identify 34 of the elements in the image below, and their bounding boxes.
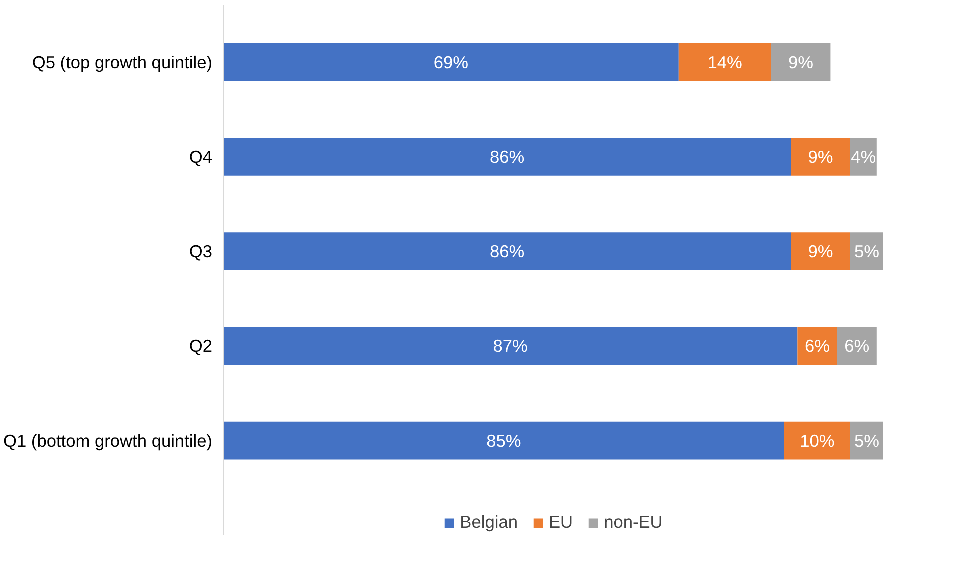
bar [798,327,838,366]
bar [224,232,792,270]
data-label: 85% [486,430,522,451]
legend-label: EU [548,512,574,533]
bar [224,327,798,366]
data-label: 69% [434,52,469,72]
bar [224,138,792,176]
data-label: 14% [708,52,742,72]
data-label: 9% [808,242,834,262]
bar [791,138,850,176]
y-tick-label: Q5 (top growth quintile) [32,52,213,72]
bar [224,43,679,82]
bar [791,232,850,270]
bar [678,43,772,82]
legend-label: Belgian [460,512,518,533]
data-label: 10% [800,430,835,451]
legend-label: non-EU [604,512,663,533]
data-label: 6% [804,336,830,356]
bar [784,422,850,460]
bar [771,43,831,82]
y-tick-label: Q1 (bottom growth quintile) [4,430,213,451]
y-tick-label: Q3 [189,242,213,262]
data-label: 86% [490,242,525,262]
y-tick-label: Q4 [189,146,213,167]
y-tick-label: Q2 [189,336,213,356]
data-label: 4% [851,146,876,167]
data-label: 5% [854,242,880,262]
data-label: 87% [493,336,528,356]
data-label: 9% [808,146,834,167]
data-label: 5% [854,430,880,451]
bar [224,422,784,460]
data-label: 9% [788,52,814,72]
data-label: 86% [490,146,525,167]
data-label: 6% [844,336,870,356]
